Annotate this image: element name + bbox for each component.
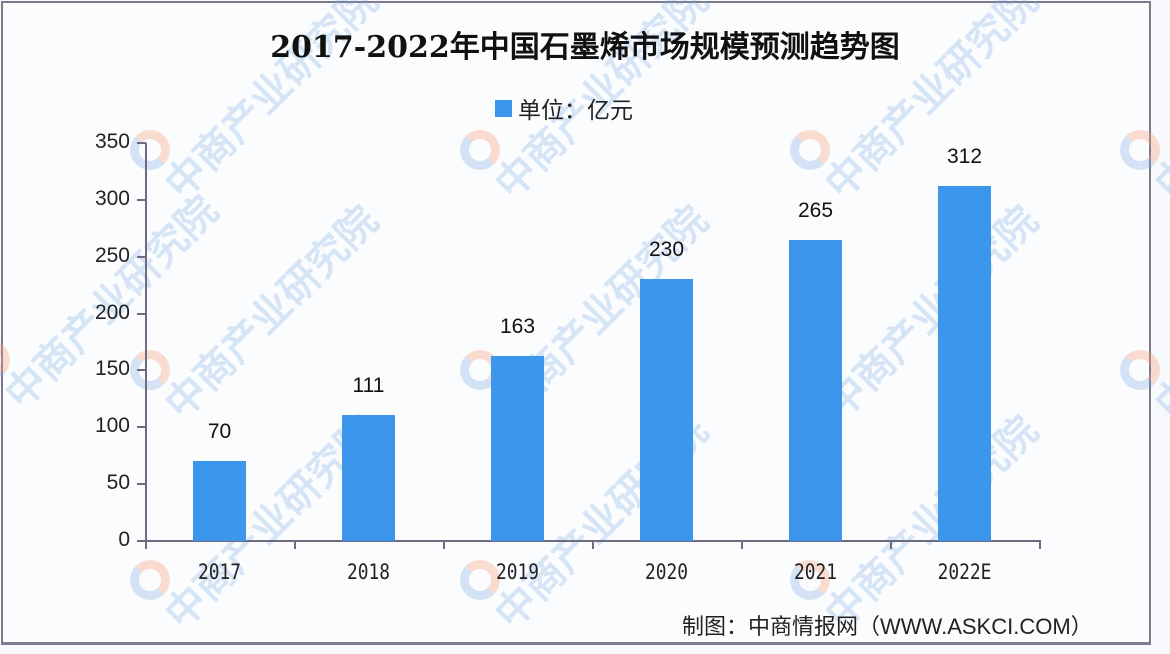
x-tick xyxy=(145,540,147,549)
y-tick-label: 100 xyxy=(94,414,130,438)
x-tick xyxy=(592,540,594,549)
legend-label: 单位：亿元 xyxy=(518,97,633,123)
bar-2020 xyxy=(640,279,693,541)
y-tick xyxy=(137,198,146,201)
y-tick-label: 150 xyxy=(94,357,130,381)
y-tick-label: 250 xyxy=(94,243,130,267)
x-tick xyxy=(443,540,445,549)
bar-value-label: 111 xyxy=(352,373,385,397)
bar-2018 xyxy=(342,414,395,541)
x-tick-label: 2022E xyxy=(937,560,992,584)
y-tick-label: 300 xyxy=(94,186,130,210)
bar-value-label: 70 xyxy=(207,420,232,444)
y-axis xyxy=(145,143,147,542)
y-tick xyxy=(137,540,146,542)
legend: 单位：亿元 xyxy=(495,91,633,125)
bar-value-label: 230 xyxy=(648,238,685,262)
y-tick xyxy=(137,483,146,486)
y-tick-label: 50 xyxy=(106,471,130,495)
x-tick-label: 2019 xyxy=(495,560,539,584)
y-tick-label: 350 xyxy=(94,130,130,153)
x-tick-label: 2020 xyxy=(644,560,688,584)
bar-value-label: 163 xyxy=(499,314,536,338)
x-tick xyxy=(1039,540,1041,549)
bar-2022E xyxy=(938,186,991,541)
y-tick xyxy=(137,369,146,372)
x-tick xyxy=(890,540,892,549)
x-tick-label: 2017 xyxy=(197,560,241,584)
bar-value-label: 312 xyxy=(946,145,983,169)
bar-2017 xyxy=(193,461,246,541)
x-tick xyxy=(294,540,296,549)
source-credit: 制图：中商情报网（WWW.ASKCI.COM） xyxy=(682,614,1093,639)
y-tick xyxy=(137,426,146,429)
y-tick xyxy=(137,312,146,315)
legend-swatch-icon xyxy=(495,99,512,117)
y-tick-label: 0 xyxy=(118,528,130,551)
y-tick xyxy=(137,255,146,258)
bar-value-label: 265 xyxy=(797,198,834,222)
bar-2019 xyxy=(491,355,544,541)
x-tick xyxy=(741,540,743,549)
y-tick-label: 200 xyxy=(94,300,130,324)
y-tick xyxy=(137,142,146,144)
x-tick-label: 2018 xyxy=(346,560,390,584)
x-tick-label: 2021 xyxy=(793,560,837,584)
bar-2021 xyxy=(789,239,842,541)
chart-title: 2017-2022年中国石墨烯市场规模预测趋势图 xyxy=(270,30,900,65)
